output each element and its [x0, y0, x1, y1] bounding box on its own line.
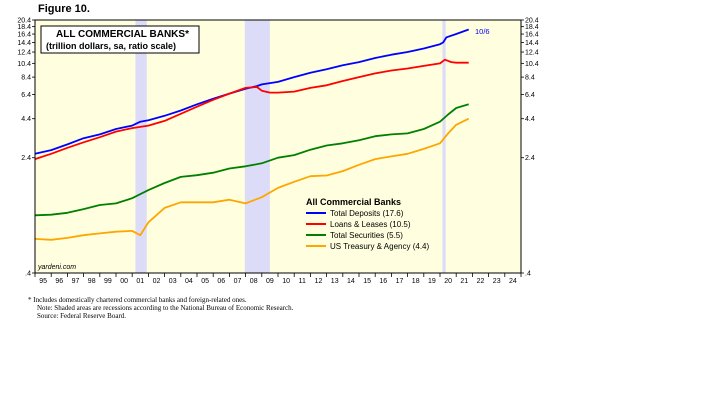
footnote-note: Note: Shaded areas are recessions accord… — [37, 304, 294, 312]
y-tick-label: 2.4 — [21, 155, 31, 162]
chart: .42.44.46.48.410.412.414.416.418.420.4 .… — [17, 18, 539, 286]
x-tick-label: 23 — [493, 278, 501, 285]
legend-label: Loans & Leases (10.5) — [330, 220, 411, 229]
recession-bands — [135, 20, 446, 273]
y-tick-label: 10.4 — [525, 61, 539, 68]
x-tick-label: 06 — [217, 278, 225, 285]
x-tick-label: 00 — [120, 278, 128, 285]
series-lines — [34, 28, 470, 241]
footnotes: * Includes domestically chartered commer… — [28, 296, 293, 320]
series-line — [34, 117, 470, 241]
recession-band — [135, 20, 147, 273]
figure-label: Figure 10. — [38, 3, 90, 15]
x-tick-label: 08 — [250, 278, 258, 285]
legend-label: Total Deposits (17.6) — [330, 209, 404, 218]
x-tick-label: 04 — [185, 278, 193, 285]
y-tick-label: 8.4 — [525, 75, 535, 82]
x-tick-label: 14 — [347, 278, 355, 285]
chart-title: ALL COMMERCIAL BANKS* — [56, 29, 189, 40]
plot-border — [34, 19, 522, 274]
y-tick-label: 14.4 — [525, 40, 539, 47]
x-tick-label: 12 — [315, 278, 323, 285]
y-tick-label: 16.4 — [525, 32, 539, 39]
series-line — [34, 58, 469, 160]
x-tick-label: 20 — [444, 278, 452, 285]
x-tick-label: 13 — [331, 278, 339, 285]
chart-subtitle: (trillion dollars, sa, ratio scale) — [46, 41, 176, 51]
title-box: ALL COMMERCIAL BANKS* (trillion dollars,… — [40, 25, 200, 54]
x-tick-label: 24 — [509, 278, 517, 285]
y-tick-label: .4 — [25, 271, 31, 278]
y-tick-label: 20.4 — [525, 18, 539, 25]
y-tick-label: 6.4 — [21, 92, 31, 99]
series-line — [34, 28, 470, 155]
recession-band — [442, 20, 446, 273]
end-annotation: 10/6 — [475, 27, 490, 36]
x-tick-label: 21 — [460, 278, 468, 285]
legend-label: Total Securities (5.5) — [330, 231, 403, 240]
watermark: yardeni.com — [37, 264, 76, 271]
x-tick-label: 11 — [299, 278, 306, 285]
y-tick-label: 18.4 — [525, 24, 539, 31]
series-line — [34, 103, 469, 217]
left-y-axis: .4 2.4 4.4 6.4 8.4 10.4 12.4 14.416.418.420.4 — [17, 18, 35, 278]
y-tick-label: 6.4 — [525, 92, 535, 99]
x-tick-label: 09 — [266, 278, 274, 285]
x-tick-label: 19 — [428, 278, 436, 285]
x-tick-label: 96 — [55, 278, 63, 285]
legend: All Commercial Banks Total Deposits (17.… — [306, 197, 429, 251]
x-tick-label: 97 — [72, 278, 80, 285]
y-tick-label: 8.4 — [21, 75, 31, 82]
x-tick-label: 10 — [282, 278, 290, 285]
x-tick-label: 98 — [88, 278, 96, 285]
y-tick-label: 12.4 — [17, 50, 31, 57]
x-tick-label: 22 — [477, 278, 485, 285]
recession-band — [244, 20, 270, 273]
y-tick-label: .4 — [525, 271, 531, 278]
y-tick-label: 18.4 — [17, 24, 31, 31]
legend-title: All Commercial Banks — [306, 197, 401, 207]
x-tick-label: 16 — [379, 278, 387, 285]
x-tick-label: 05 — [201, 278, 209, 285]
x-tick-label: 07 — [234, 278, 242, 285]
x-tick-label: 99 — [104, 278, 112, 285]
y-tick-label: 12.4 — [525, 50, 539, 57]
footnote-source: Source: Federal Reserve Board. — [37, 312, 127, 320]
x-tick-label: 15 — [363, 278, 371, 285]
x-tick-label: 01 — [136, 278, 144, 285]
x-axis: 95 96 97 98 99 00 01 02 03 04 05 06 07 08 09 10 11 12 13 14… — [34, 273, 522, 285]
legend-label: US Treasury & Agency (4.4) — [330, 242, 429, 251]
right-y-axis: .4 2.4 4.4 6.4 8.4 10.4 12.4 14.416.418.420.4 — [521, 18, 539, 278]
x-tick-label: 03 — [169, 278, 177, 285]
y-tick-label: 4.4 — [525, 116, 535, 123]
footnote-asterisk: * Includes domestically chartered commer… — [28, 296, 247, 304]
y-tick-label: 4.4 — [21, 116, 31, 123]
y-tick-label: 10.4 — [17, 61, 31, 68]
x-tick-label: 17 — [396, 278, 404, 285]
y-tick-label: 20.4 — [17, 18, 31, 25]
x-tick-label: 95 — [39, 278, 47, 285]
y-tick-label: 2.4 — [525, 155, 535, 162]
x-tick-label: 02 — [153, 278, 161, 285]
x-tick-label: 18 — [412, 278, 420, 285]
plot-area — [34, 19, 522, 274]
y-tick-label: 14.4 — [17, 40, 31, 47]
y-tick-label: 16.4 — [17, 32, 31, 39]
